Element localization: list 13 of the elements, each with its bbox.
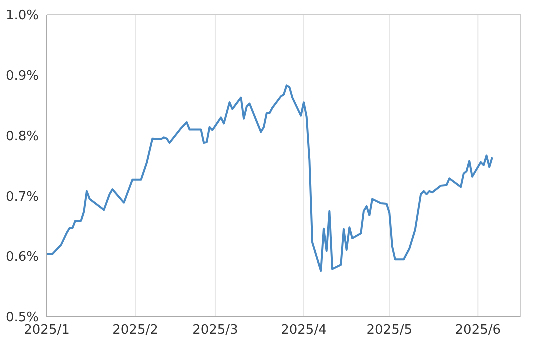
x-tick-label: 2025/4 <box>281 323 327 338</box>
y-tick-label: 0.8% <box>6 129 39 144</box>
line-series <box>47 84 494 272</box>
y-tick-label: 0.9% <box>6 69 39 84</box>
y-tick-label: 1.0% <box>6 8 39 24</box>
x-tick-label: 2025/1 <box>24 323 70 338</box>
x-tick-label: 2025/3 <box>192 323 238 338</box>
y-tick-label: 0.7% <box>6 190 39 205</box>
x-tick-label: 2025/5 <box>366 323 413 338</box>
x-tick-label: 2025/2 <box>112 323 158 338</box>
y-tick-label: 0.6% <box>6 250 39 266</box>
y-tick-label: 0.5% <box>6 310 39 326</box>
x-tick-label: 2025/6 <box>455 323 502 338</box>
